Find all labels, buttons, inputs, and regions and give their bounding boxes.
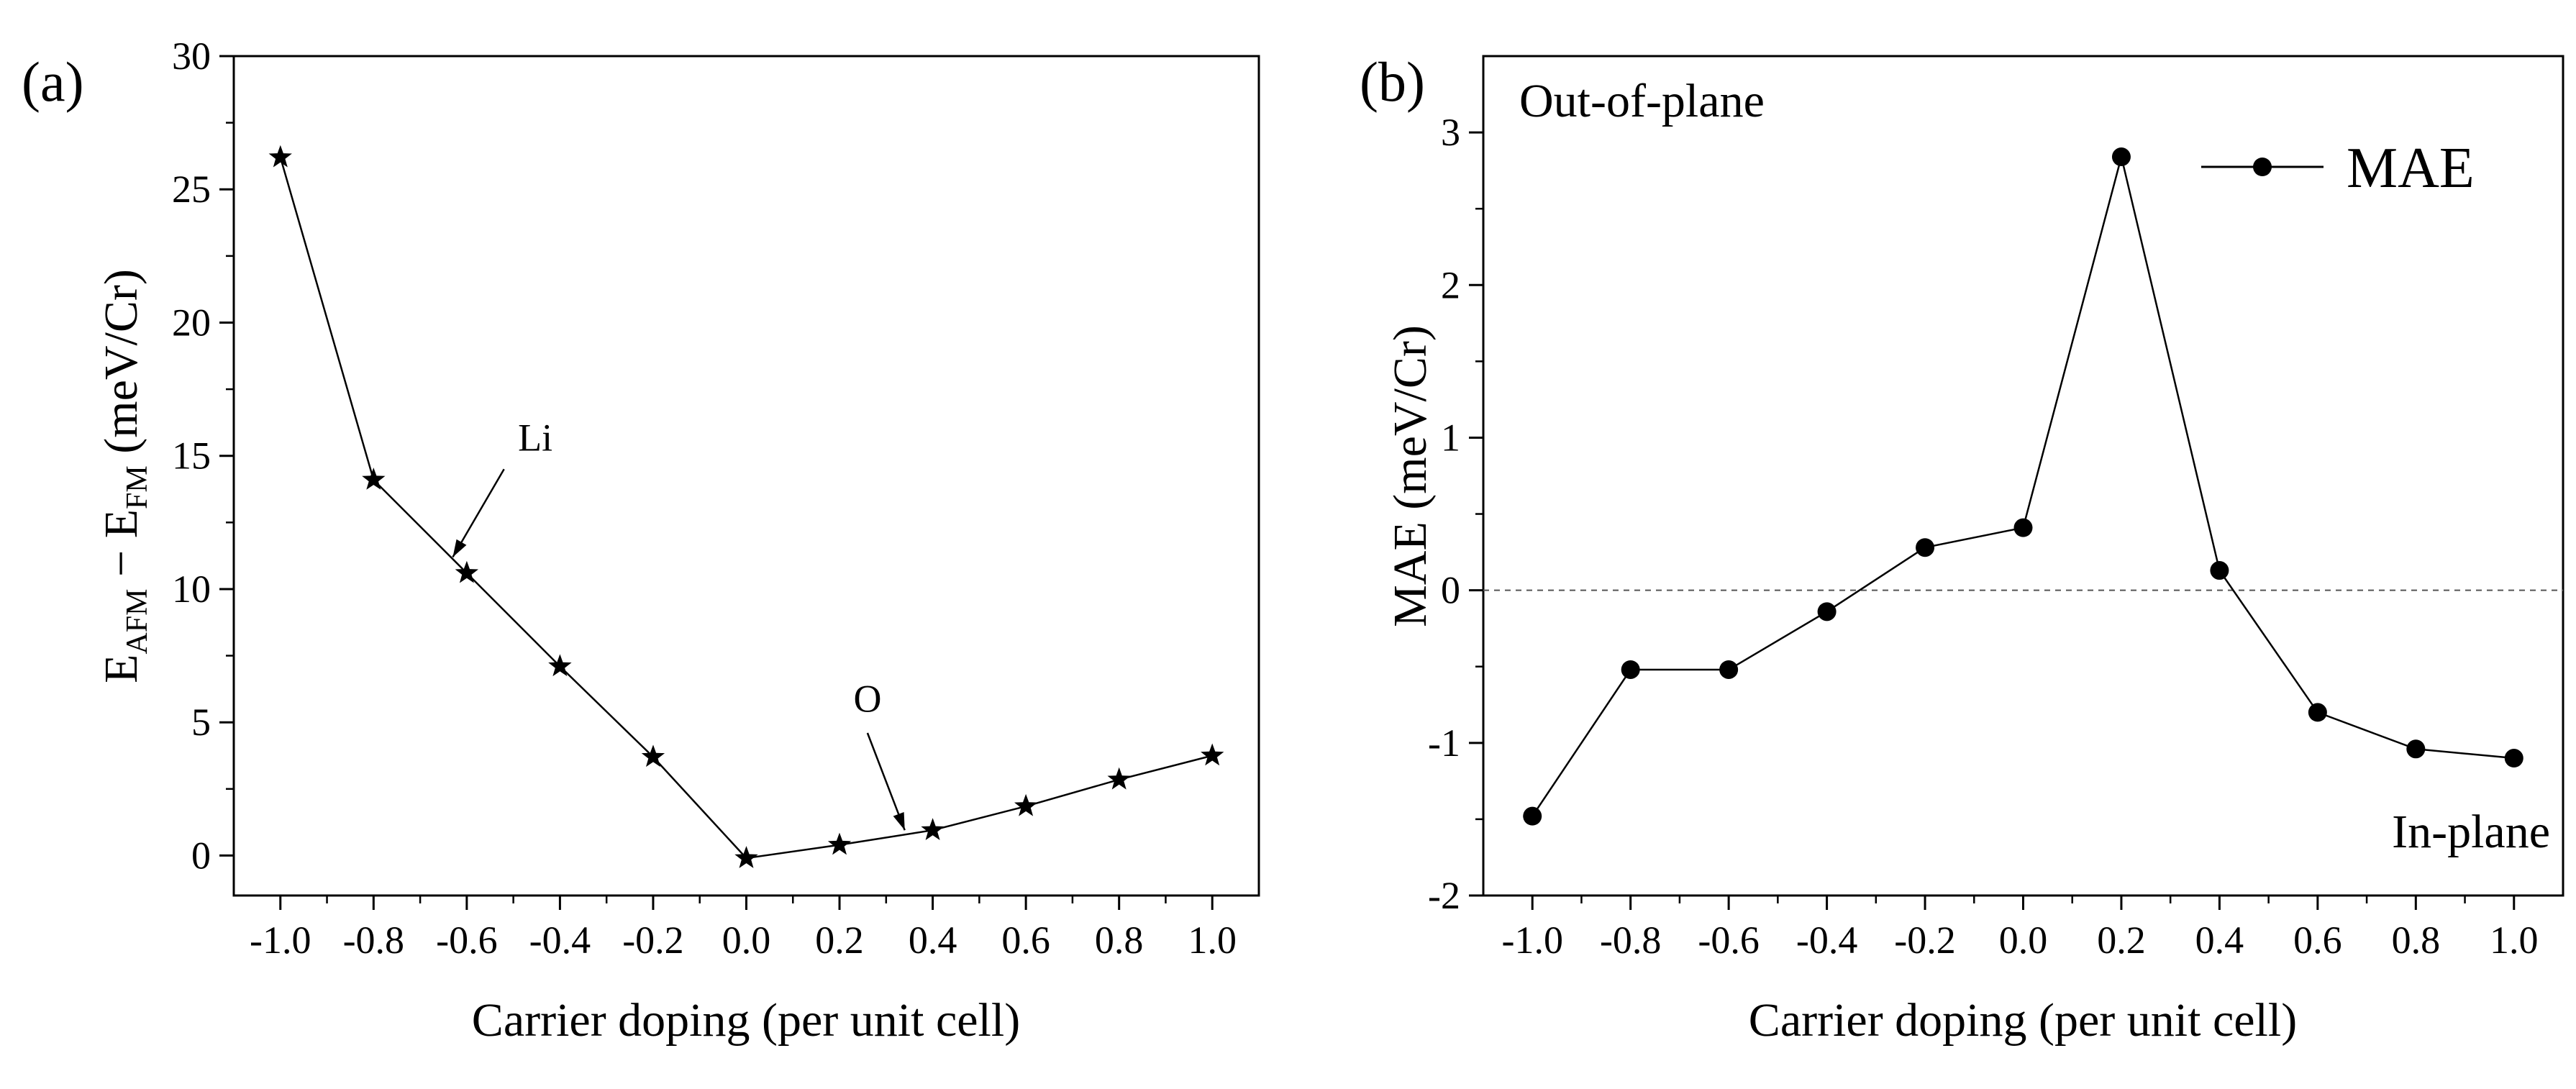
panel-b-y-tick-label: 0 xyxy=(1441,569,1460,612)
legend-marker xyxy=(2253,158,2272,176)
y-label-unit: (meV/Cr) xyxy=(95,269,147,465)
panel-a-y-tick-label: 15 xyxy=(172,434,211,478)
panel-b-circle-marker xyxy=(1621,660,1640,679)
panel-b-x-tick-label: 0.6 xyxy=(2293,919,2342,962)
li-arrowhead xyxy=(452,539,467,557)
panel-a-star-marker xyxy=(455,560,478,583)
panel-b-x-tick-label: -0.4 xyxy=(1796,919,1857,962)
panel-a-star-marker xyxy=(1107,767,1131,790)
panel-a-x-tick-label: -0.4 xyxy=(529,919,591,962)
panel-b-x-tick-label: -0.2 xyxy=(1894,919,1955,962)
panel-b-label: (b) xyxy=(1360,50,1425,113)
panel-b-x-tick-label: 0.2 xyxy=(2097,919,2146,962)
panel-b-y-label: MAE (meV/Cr) xyxy=(1384,325,1437,627)
panel-a-star-marker xyxy=(1201,743,1224,766)
panel-b-y-ticks: -2 -1 0 1 2 3 xyxy=(1428,111,1483,917)
panel-a-y-ticks: 0 5 10 15 20 25 30 xyxy=(172,35,234,877)
panel-a-star-marker xyxy=(362,468,386,490)
panel-b-x-tick-label: 0.4 xyxy=(2195,919,2244,962)
panel-a-x-tick-label: -0.8 xyxy=(343,919,404,962)
panel-a-x-ticks: -1.0 -0.8 -0.6 -0.4 -0.2 0.0 0.2 0.4 0.6 0.8 1.0 xyxy=(250,896,1237,962)
panel-b-x-tick-label: 0.8 xyxy=(2392,919,2441,962)
panel-b-circle-marker xyxy=(1817,602,1837,621)
panel-b-y-tick-label: 1 xyxy=(1441,416,1460,459)
panel-b-circle-marker xyxy=(1523,806,1542,826)
legend: MAE xyxy=(2201,137,2475,200)
annotation-li: Li xyxy=(452,416,552,558)
y-label-e1: E xyxy=(95,655,147,683)
panel-a-x-tick-label: -0.2 xyxy=(622,919,683,962)
panel-b-y-tick-label: -2 xyxy=(1428,874,1460,917)
panel-b-circle-marker xyxy=(2013,518,2033,537)
panel-a-y-tick-label: 0 xyxy=(191,834,211,877)
panel-a-series-line xyxy=(279,157,1213,860)
o-label: O xyxy=(853,677,881,720)
panel-b-x-tick-label: 0.0 xyxy=(1999,919,2048,962)
panel-a-label: (a) xyxy=(22,50,84,113)
panel-b-circle-marker xyxy=(2111,147,2131,167)
panel-a-plot-frame xyxy=(232,55,1260,897)
panel-a-x-label: Carrier doping (per unit cell) xyxy=(472,994,1020,1047)
panel-b-circle-marker xyxy=(2504,749,2523,768)
panel-a-star-marker xyxy=(641,744,665,767)
panel-a-star-marker xyxy=(548,654,572,677)
panel-b-y-tick-label: 2 xyxy=(1441,263,1460,306)
panel-b-circle-marker xyxy=(1719,660,1739,679)
annotation-o: O xyxy=(853,677,906,831)
panel-a-x-tick-label: 0.2 xyxy=(815,919,864,962)
o-arrowhead xyxy=(893,811,905,831)
panel-a-y-tick-label: 5 xyxy=(191,701,211,744)
panel-a-x-tick-label: 0.6 xyxy=(1001,919,1050,962)
panel-b-x-tick-label: 1.0 xyxy=(2490,919,2539,962)
panel-a-y-tick-label: 25 xyxy=(172,168,211,211)
panel-a-x-tick-label: 0.4 xyxy=(909,919,957,962)
y-label-sub-fm: FM xyxy=(121,465,154,509)
y-label-sub-afm: AFM xyxy=(121,588,154,654)
panel-a-y-tick-label: 30 xyxy=(172,35,211,78)
panel-b-circle-marker xyxy=(2210,561,2229,580)
panel-a-x-tick-label: 0.0 xyxy=(722,919,771,962)
region-label-out-of-plane: Out-of-plane xyxy=(1519,75,1765,127)
panel-b-y-tick-label: -1 xyxy=(1428,721,1460,765)
region-label-in-plane: In-plane xyxy=(2392,806,2550,858)
o-arrow xyxy=(866,732,906,831)
panel-b-circle-marker xyxy=(2308,703,2327,722)
panel-a-x-tick-label: 1.0 xyxy=(1188,919,1237,962)
panel-a-star-marker xyxy=(268,145,292,168)
panel-b-series xyxy=(1523,147,2523,826)
panel-b-circle-marker xyxy=(2406,739,2426,759)
panel-a-x-tick-label: -0.6 xyxy=(436,919,497,962)
panel-a: (a) -1.0 -0.8 -0.6 -0.4 -0.2 0.0 0.2 0.4 0.6 0.8 1… xyxy=(22,35,1260,1047)
panel-a-y-tick-label: 10 xyxy=(172,568,211,611)
panel-a-star-marker xyxy=(1014,793,1038,816)
panel-a-star-marker xyxy=(921,818,945,840)
panel-b-series-line xyxy=(1532,156,2514,817)
panel-b-x-ticks: -1.0 -0.8 -0.6 -0.4 -0.2 0.0 0.2 0.4 0.6 0.8 1.0 xyxy=(1501,896,2539,962)
li-label: Li xyxy=(518,416,552,459)
panel-a-star-marker xyxy=(827,832,852,855)
panel-b-y-tick-label: 3 xyxy=(1441,111,1460,154)
legend-label: MAE xyxy=(2347,137,2475,200)
panel-a-x-tick-label: 0.8 xyxy=(1095,919,1144,962)
panel-a-y-label: EAFM − EFM (meV/Cr) xyxy=(95,269,154,683)
panel-b-x-label: Carrier doping (per unit cell) xyxy=(1749,994,2297,1047)
panel-b: (b) -1.0 -0.8 -0.6 -0.4 -0.2 0.0 0.2 0.4 0.6 0.8 1… xyxy=(1360,50,2564,1047)
panel-a-y-tick-label: 20 xyxy=(172,301,211,344)
panel-b-x-tick-label: -0.6 xyxy=(1698,919,1759,962)
panel-a-star-marker xyxy=(734,846,758,868)
panel-b-x-tick-label: -0.8 xyxy=(1600,919,1661,962)
panel-b-circle-marker xyxy=(1916,538,1935,557)
panel-a-series xyxy=(268,145,1224,868)
panel-a-x-tick-label: -1.0 xyxy=(250,919,311,962)
panel-b-x-tick-label: -1.0 xyxy=(1501,919,1562,962)
y-label-minus-e: − E xyxy=(95,509,147,589)
